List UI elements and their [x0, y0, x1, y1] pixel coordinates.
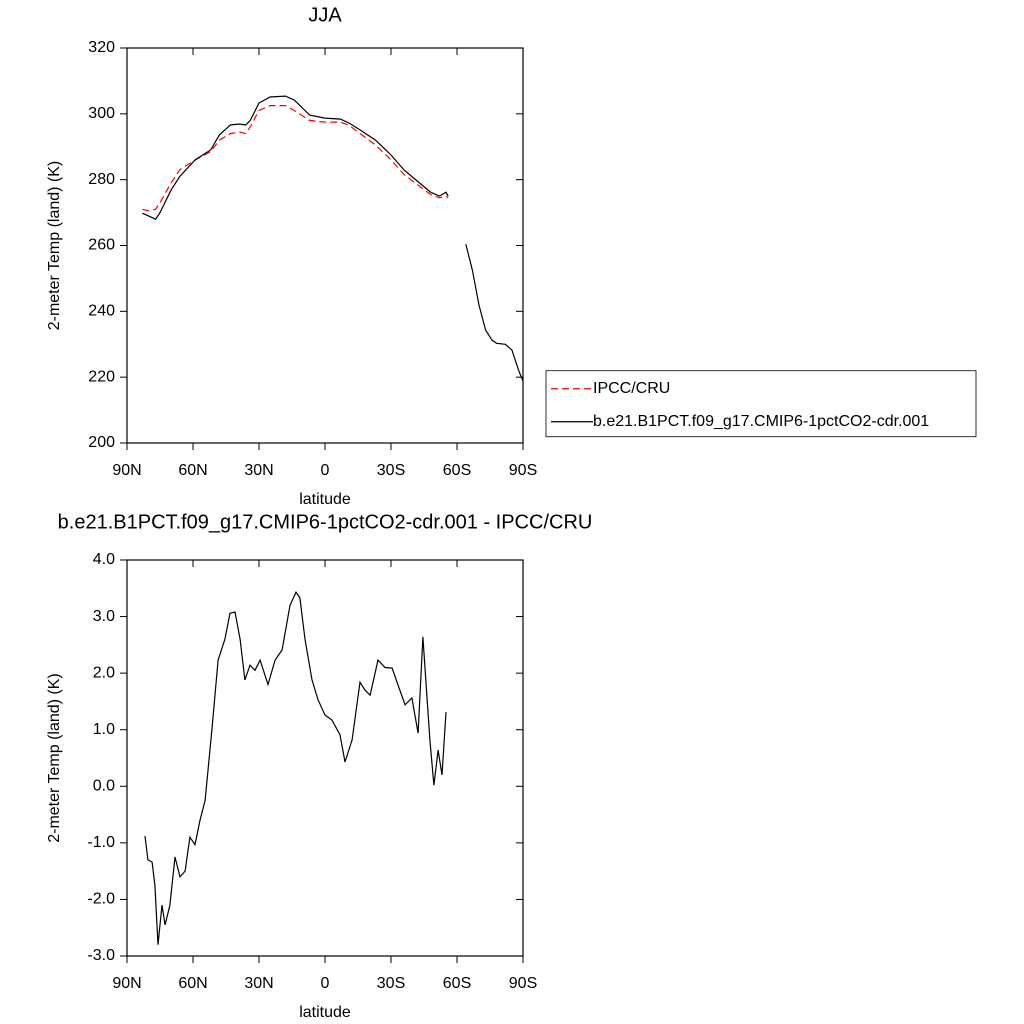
y-tick-label: 280 [88, 171, 115, 188]
legend-label: b.e21.B1PCT.f09_g17.CMIP6-1pctCO2-cdr.00… [593, 413, 929, 430]
x-tick-label: 0 [321, 462, 330, 479]
x-axis-label: latitude [299, 491, 351, 508]
x-tick-label: 90N [112, 462, 141, 479]
y-tick-label: 300 [88, 105, 115, 122]
x-tick-label: 30N [244, 462, 273, 479]
y-axis-label: 2-meter Temp (land) (K) [46, 161, 63, 331]
x-tick-label: 60N [178, 462, 207, 479]
data-line [144, 590, 447, 945]
y-tick-label: 2.0 [93, 664, 115, 681]
y-tick-label: -2.0 [87, 891, 115, 908]
y-tick-label: -3.0 [87, 947, 115, 964]
data-line [142, 95, 524, 382]
chart-title: JJA [308, 4, 342, 26]
y-tick-label: 220 [88, 368, 115, 385]
y-axis-label: 2-meter Temp (land) (K) [46, 673, 63, 843]
x-tick-label: 0 [321, 975, 330, 992]
x-tick-label: 60S [443, 975, 471, 992]
y-tick-label: 200 [88, 434, 115, 451]
data-line [142, 105, 449, 212]
y-tick-label: 240 [88, 303, 115, 320]
plot-frame [126, 47, 524, 444]
plot-frame [126, 559, 524, 957]
y-tick-label: 3.0 [93, 608, 115, 625]
x-axis-label: latitude [299, 1004, 351, 1021]
x-tick-label: 30S [377, 975, 405, 992]
legend-label: IPCC/CRU [593, 380, 670, 397]
chart-title: b.e21.B1PCT.f09_g17.CMIP6-1pctCO2-cdr.00… [58, 511, 593, 533]
x-tick-label: 90S [509, 462, 537, 479]
legend-box [545, 370, 977, 438]
y-tick-label: 260 [88, 237, 115, 254]
x-tick-label: 90S [509, 975, 537, 992]
x-tick-label: 60N [178, 975, 207, 992]
y-tick-label: 1.0 [93, 721, 115, 738]
x-tick-label: 30N [244, 975, 273, 992]
y-tick-label: -1.0 [87, 834, 115, 851]
y-tick-label: 4.0 [93, 551, 115, 568]
y-tick-label: 0.0 [93, 778, 115, 795]
x-tick-label: 90N [112, 975, 141, 992]
x-tick-label: 30S [377, 462, 405, 479]
x-tick-label: 60S [443, 462, 471, 479]
y-tick-label: 320 [88, 39, 115, 56]
